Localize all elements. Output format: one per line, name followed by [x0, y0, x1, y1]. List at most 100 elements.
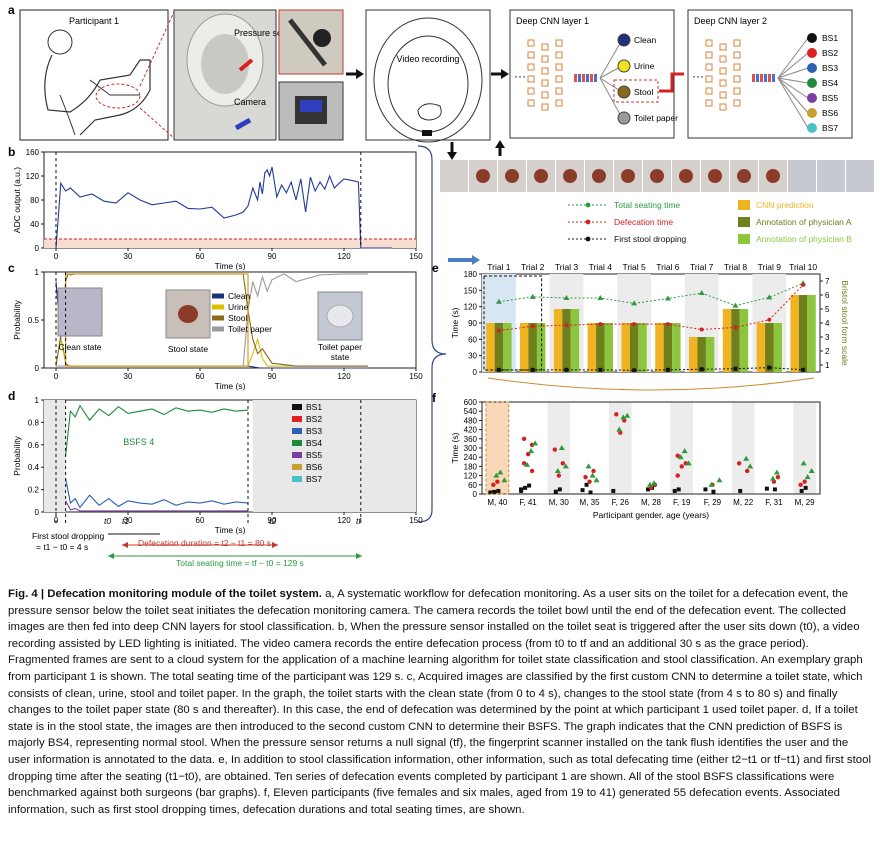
point-total [528, 448, 535, 454]
svg-text:e: e [432, 261, 439, 275]
svg-text:···: ··· [514, 69, 526, 83]
point-total [597, 294, 604, 300]
y-tick-label: 240 [464, 453, 478, 462]
plot-frame [481, 401, 821, 495]
y-tick-label: 120 [464, 472, 478, 481]
bar-2 [503, 323, 512, 372]
cnn-neuron [555, 39, 563, 47]
y2-tick-label: 1 [825, 361, 830, 370]
participant-label: M, 30 [549, 498, 570, 507]
cnn-neuron [541, 43, 549, 51]
y-tick-label: 0.4 [28, 463, 40, 472]
figure-caption: Fig. 4 | Defecation monitoring module of… [8, 586, 872, 818]
point-defecation [529, 468, 535, 474]
cnn-neuron [733, 39, 741, 47]
cnn-neuron [705, 51, 713, 59]
cnn-layer-1: Deep CNN layer 1 ··· Clean Urine Stool Toil… [509, 9, 678, 139]
legend-label: Annotation of physician A [756, 217, 852, 227]
cnn-layer-2: Deep CNN layer 2 ··· BS1BS2BS3BS4BS5BS6B… [687, 9, 853, 139]
cnn1-output-node [617, 33, 631, 47]
x-tick-label: 90 [268, 516, 277, 525]
series-bs5 [65, 500, 248, 512]
y2-tick-label: 7 [825, 277, 830, 286]
point-defecation [530, 324, 535, 329]
cnn-neuron [555, 87, 563, 95]
y-tick-label: 0 [35, 244, 40, 253]
y-tick-label: 1 [35, 268, 40, 277]
cnn2-edge [777, 37, 809, 79]
x-tick-label: 120 [337, 252, 351, 261]
cnn-feature-block [574, 74, 577, 82]
x-axis-label: Time (s) [215, 525, 246, 535]
point-defecation [552, 447, 558, 452]
point-first-stool [632, 368, 637, 373]
legend-swatch [292, 440, 302, 446]
x-tick-label: 30 [124, 372, 133, 381]
point-first-stool [665, 367, 670, 372]
bar-2 [604, 323, 613, 372]
point-total [664, 295, 671, 301]
cnn-neuron [527, 87, 535, 95]
point-total [732, 302, 739, 308]
y-tick-label: 300 [464, 444, 478, 453]
point-first-stool [672, 488, 677, 493]
y2-tick-label: 4 [825, 319, 830, 328]
cnn-neuron [527, 51, 535, 59]
stool-in-frame [737, 169, 751, 183]
point-total [685, 460, 692, 466]
chart-c: 0 30 60 90 120 150 0 0.5 1 Time (s) Probability Cle… [12, 268, 423, 391]
t2-marker: t2 [269, 516, 276, 526]
point-first-stool [584, 482, 589, 487]
bracket [487, 377, 815, 391]
point-total [698, 290, 705, 296]
cnn-neuron [733, 75, 741, 83]
point-defecation [675, 473, 680, 478]
point-first-stool [772, 487, 777, 492]
cnn-neuron [705, 39, 713, 47]
y2-tick-label: 6 [825, 291, 830, 300]
chart-b: 0 30 60 90 120 150 0 40 80 120 160 Time (s) ADC outp… [12, 148, 423, 271]
y-tick-label: 40 [30, 220, 39, 229]
trial-label: Trial 4 [589, 262, 613, 272]
cnn2-output-node [807, 48, 817, 58]
point-defecation [801, 282, 806, 287]
legend-swatch [292, 404, 302, 410]
defecation-duration-label: Defecation duration = t2 − t1 = 80 s [138, 538, 271, 548]
stool-in-frame [679, 169, 693, 183]
y-tick-label: 1 [35, 396, 40, 405]
cnn1-edge [599, 77, 623, 119]
participant-label: M, 35 [580, 498, 601, 507]
point-defecation [521, 436, 527, 441]
column-shade [486, 402, 509, 494]
participant-label: F, 19 [673, 498, 691, 507]
bar-2 [705, 337, 715, 372]
cnn-neuron [705, 99, 713, 107]
point-total [563, 294, 570, 300]
line-0 [498, 282, 804, 307]
panel-a-label: a [8, 3, 15, 17]
point-total [808, 468, 815, 473]
cnn2-output-label: BS1 [822, 33, 838, 43]
cnn-neuron [541, 79, 549, 87]
trial-label: Trial 8 [724, 262, 748, 272]
point-total [766, 294, 773, 300]
figure-4: a Participant 1 Pressure sensor Camera V… [8, 3, 874, 568]
cnn1-output-node [617, 111, 631, 125]
point-total [716, 477, 723, 483]
point-total [651, 480, 657, 486]
cnn-neuron [705, 87, 713, 95]
y-tick-label: 0.2 [28, 486, 40, 495]
cnn2-network [705, 39, 775, 111]
participant-label: M, 29 [795, 498, 816, 507]
cnn-neuron [555, 51, 563, 59]
tf-marker: tf [356, 516, 362, 526]
first-stool-eq: = t1 − t0 = 4 s [36, 542, 88, 552]
timeline: First stool dropping = t1 − t0 = 4 s t0 … [32, 516, 362, 568]
cnn-feature-block [586, 74, 589, 82]
point-total [497, 469, 504, 475]
point-defecation [632, 322, 637, 327]
cnn2-output-node [807, 63, 817, 73]
point-total [532, 440, 539, 446]
